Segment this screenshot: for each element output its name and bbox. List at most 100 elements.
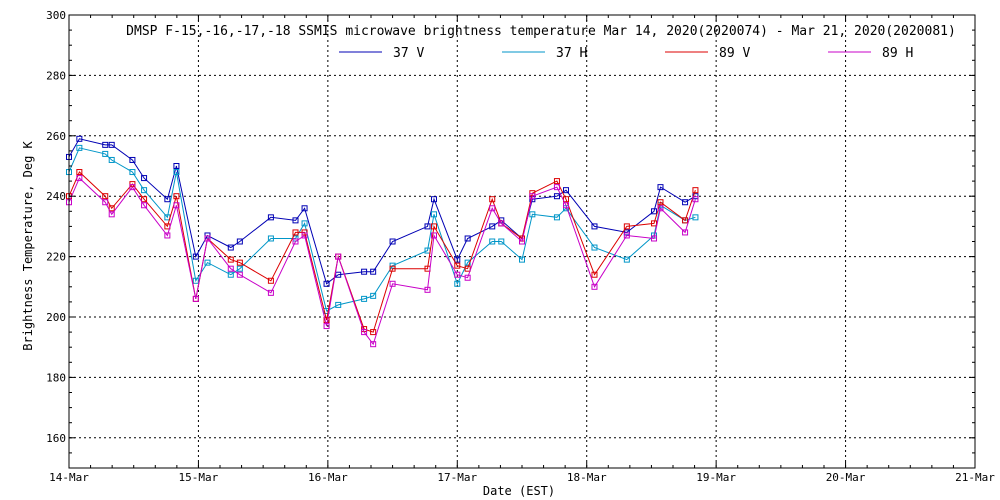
- data-point-89v: [682, 217, 689, 224]
- data-point-37v: [553, 193, 560, 200]
- y-tick-label: 300: [46, 9, 66, 22]
- data-point-37v: [651, 208, 658, 215]
- data-point-37h: [498, 238, 505, 245]
- data-point-37h: [489, 238, 496, 245]
- data-point-89h: [173, 202, 180, 209]
- data-point-89v: [553, 178, 560, 185]
- data-point-37h: [591, 244, 598, 251]
- x-tick-label: 20-Mar: [826, 471, 866, 484]
- data-point-37v: [292, 217, 299, 224]
- data-point-37h: [623, 256, 630, 263]
- data-point-89h: [498, 220, 505, 227]
- data-point-37h: [227, 271, 234, 278]
- y-tick-label: 220: [46, 251, 66, 264]
- data-point-37h: [454, 280, 461, 287]
- data-point-89v: [292, 229, 299, 236]
- data-point-37h: [76, 144, 83, 151]
- data-point-89h: [267, 289, 274, 296]
- data-point-89v: [651, 220, 658, 227]
- data-point-37v: [464, 235, 471, 242]
- data-point-89v: [227, 256, 234, 263]
- data-point-89h: [651, 235, 658, 242]
- data-point-37h: [529, 211, 536, 218]
- data-point-89h: [236, 271, 243, 278]
- data-point-89h: [76, 175, 83, 182]
- y-tick-label: 280: [46, 69, 66, 82]
- data-point-37h: [389, 262, 396, 269]
- data-point-37h: [361, 295, 368, 302]
- data-point-89v: [370, 329, 377, 336]
- data-point-89h: [464, 274, 471, 281]
- data-point-37v: [335, 271, 342, 278]
- data-point-37h: [301, 220, 308, 227]
- data-point-37h: [129, 169, 136, 176]
- data-point-89h: [204, 235, 211, 242]
- data-point-89v: [692, 187, 699, 194]
- data-point-89h: [129, 184, 136, 191]
- y-tick-label: 200: [46, 311, 66, 324]
- data-point-89h: [529, 193, 536, 200]
- data-point-89h: [323, 323, 330, 330]
- data-point-37v: [361, 268, 368, 275]
- data-point-37h: [102, 150, 109, 157]
- y-tick-label: 240: [46, 190, 66, 203]
- x-tick-label: 17-Mar: [437, 471, 477, 484]
- x-tick-label: 16-Mar: [308, 471, 348, 484]
- data-point-37h: [108, 156, 115, 163]
- data-point-37v: [267, 214, 274, 221]
- data-point-37v: [227, 244, 234, 251]
- series-line-89h: [68, 177, 696, 346]
- data-point-89h: [563, 202, 570, 209]
- data-point-37h: [692, 214, 699, 221]
- data-point-89h: [553, 184, 560, 191]
- data-point-89h: [692, 196, 699, 203]
- y-tick-label: 160: [46, 432, 66, 445]
- data-point-37v: [370, 268, 377, 275]
- data-point-89v: [102, 193, 109, 200]
- data-point-37v: [129, 156, 136, 163]
- data-point-37h: [204, 259, 211, 266]
- data-point-89h: [192, 295, 199, 302]
- data-point-37v: [301, 205, 308, 212]
- data-point-89h: [335, 253, 342, 260]
- data-point-37v: [489, 223, 496, 230]
- data-point-89h: [519, 238, 525, 245]
- data-point-89h: [454, 271, 461, 278]
- data-point-89v: [323, 317, 330, 324]
- data-point-37v: [454, 256, 461, 263]
- data-point-89v: [464, 265, 471, 272]
- x-tick-label: 14-Mar: [49, 471, 89, 484]
- data-point-37h: [553, 214, 560, 221]
- data-point-89h: [102, 199, 109, 206]
- data-point-37h: [236, 265, 243, 272]
- data-point-89v: [141, 196, 148, 203]
- data-point-37v: [682, 199, 689, 206]
- chart-title: DMSP F-15,-16,-17,-18 SSMIS microwave br…: [126, 24, 956, 39]
- data-point-89v: [657, 199, 664, 206]
- legend-label: 37 V: [393, 46, 424, 61]
- data-point-37h: [173, 169, 180, 176]
- x-tick-label: 19-Mar: [696, 471, 736, 484]
- data-point-37h: [370, 292, 377, 299]
- data-point-89h: [292, 238, 299, 245]
- data-point-89h: [489, 205, 496, 212]
- data-point-37v: [563, 187, 570, 194]
- y-tick-label: 260: [46, 130, 66, 143]
- series-layer: [66, 135, 699, 348]
- data-point-37v: [389, 238, 396, 245]
- data-point-37v: [424, 223, 431, 230]
- data-point-89v: [623, 223, 630, 230]
- legend-label: 89 H: [882, 46, 913, 61]
- y-tick-label: 180: [46, 371, 66, 384]
- data-point-37h: [267, 235, 274, 242]
- data-point-37v: [76, 135, 83, 142]
- data-point-89h: [430, 232, 437, 239]
- data-point-37v: [102, 141, 109, 148]
- data-point-89h: [301, 232, 308, 239]
- x-tick-label: 21-Mar: [955, 471, 995, 484]
- data-point-89v: [76, 169, 83, 176]
- data-point-89v: [529, 190, 536, 197]
- data-point-37h: [335, 301, 342, 308]
- data-point-37h: [519, 256, 525, 263]
